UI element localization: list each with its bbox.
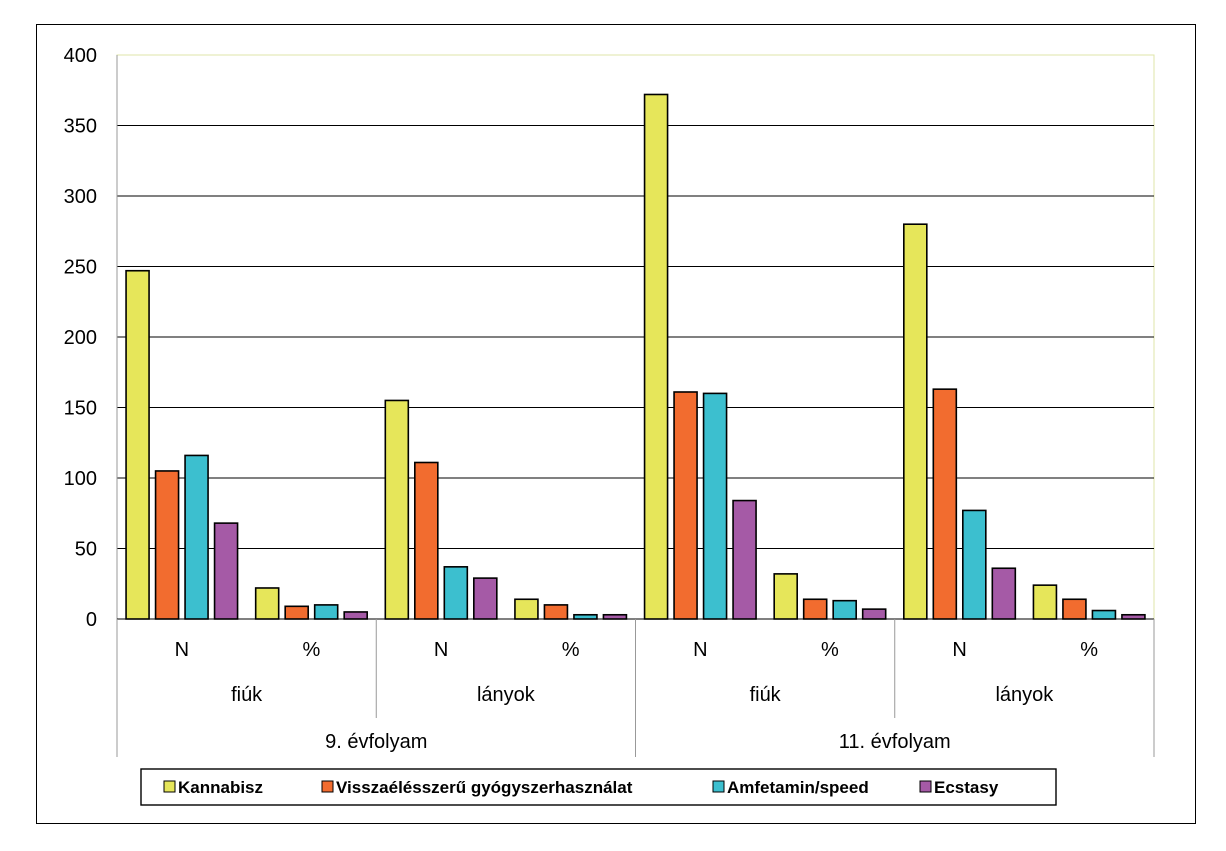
bar (903, 223, 928, 620)
bar (125, 269, 150, 620)
legend-box (140, 768, 1057, 806)
x-group-label: fiúk (750, 684, 782, 706)
y-tick-label: 200 (64, 327, 97, 349)
x-tick-label: N (952, 639, 966, 661)
legend-swatch (919, 780, 932, 793)
y-tick-label: 300 (64, 186, 97, 208)
bar (384, 399, 410, 620)
bar (1091, 609, 1117, 620)
y-tick-label: 50 (75, 539, 97, 561)
x-supergroup-label: 11. évfolyam (839, 731, 951, 753)
bar (184, 454, 209, 620)
legend-label: Kannabisz (178, 778, 263, 797)
x-group-label: fiúk (231, 684, 263, 706)
x-tick-label: % (562, 639, 580, 661)
legend-swatch (712, 780, 725, 793)
bar (832, 599, 857, 620)
bar (673, 391, 698, 620)
bar (1032, 584, 1058, 620)
legend-swatch (163, 780, 176, 793)
bar (154, 470, 180, 620)
chart-frame (36, 24, 1196, 824)
bar (643, 93, 669, 620)
y-tick-label: 400 (64, 45, 97, 67)
bar (702, 392, 728, 620)
bar (861, 608, 887, 620)
bar (343, 611, 368, 620)
x-tick-label: N (434, 639, 448, 661)
x-tick-label: % (303, 639, 321, 661)
y-tick-label: 100 (64, 468, 97, 490)
legend-label: Ecstasy (934, 778, 999, 797)
bar (732, 499, 757, 620)
legend-label: Visszaélésszerű gyógyszerhasználat (336, 778, 633, 797)
bar (802, 598, 828, 620)
x-tick-label: % (821, 639, 839, 661)
legend-swatch (321, 780, 334, 793)
bar (284, 605, 309, 620)
bar (602, 613, 628, 620)
x-tick-label: N (693, 639, 707, 661)
bar (213, 522, 239, 620)
y-tick-label: 150 (64, 398, 97, 420)
x-tick-label: % (1080, 639, 1098, 661)
bar (543, 604, 569, 620)
bar (414, 461, 439, 620)
bar (1121, 613, 1146, 620)
bar (514, 598, 539, 620)
y-tick-label: 350 (64, 116, 97, 138)
bar (1062, 598, 1087, 620)
bar (932, 388, 958, 620)
y-tick-label: 0 (86, 609, 97, 631)
bar (473, 577, 498, 620)
x-group-label: lányok (477, 684, 536, 706)
x-tick-label: N (175, 639, 189, 661)
bar (313, 604, 339, 620)
bar (991, 567, 1017, 620)
bar (573, 613, 598, 620)
bar (962, 509, 987, 620)
bar (443, 566, 469, 620)
x-group-label: lányok (995, 684, 1054, 706)
legend-label: Amfetamin/speed (727, 778, 869, 797)
y-tick-label: 250 (64, 257, 97, 279)
bar (254, 587, 280, 620)
bar (773, 573, 798, 620)
x-supergroup-label: 9. évfolyam (325, 731, 427, 753)
